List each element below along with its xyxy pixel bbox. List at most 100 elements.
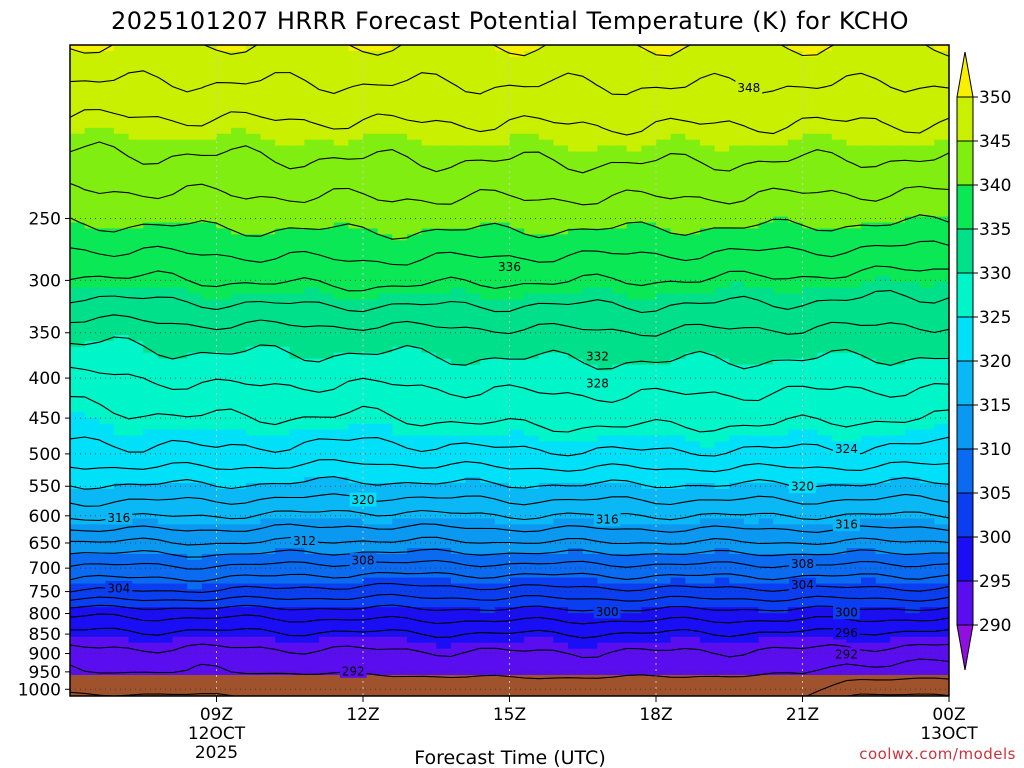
theta-cell <box>597 435 613 443</box>
theta-cell <box>714 127 730 135</box>
theta-cell <box>289 204 305 212</box>
theta-cell <box>348 281 364 289</box>
theta-cell <box>699 263 716 271</box>
theta-cell <box>538 630 555 638</box>
theta-cell <box>143 157 159 164</box>
theta-cell <box>699 246 716 253</box>
theta-cell <box>582 45 598 52</box>
theta-cell <box>641 240 657 247</box>
theta-cell <box>553 417 569 425</box>
theta-cell <box>685 329 701 336</box>
theta-cell <box>157 62 174 70</box>
theta-cell <box>392 92 408 99</box>
theta-cell <box>363 169 379 176</box>
theta-cell <box>245 565 262 573</box>
theta-cell <box>626 145 642 153</box>
theta-cell <box>538 494 555 502</box>
theta-cell <box>626 269 642 277</box>
theta-cell <box>304 477 320 484</box>
theta-cell <box>641 110 657 117</box>
theta-cell <box>99 210 115 218</box>
theta-cell <box>231 45 247 52</box>
theta-cell <box>216 139 232 147</box>
theta-cell <box>538 642 555 650</box>
theta-cell <box>363 133 379 141</box>
theta-cell <box>128 216 144 224</box>
theta-cell <box>406 311 423 318</box>
theta-cell <box>597 323 613 330</box>
theta-cell <box>714 471 730 478</box>
theta-cell <box>70 441 86 449</box>
theta-cell <box>582 406 598 413</box>
theta-cell <box>363 222 379 230</box>
theta-cell <box>597 175 613 182</box>
theta-cell <box>656 45 672 52</box>
theta-cell <box>597 116 613 123</box>
theta-cell <box>494 506 511 514</box>
theta-cell <box>275 104 291 111</box>
theta-cell <box>436 80 452 88</box>
theta-cell <box>216 151 232 159</box>
theta-cell <box>128 358 144 366</box>
theta-cell <box>377 394 393 401</box>
theta-cell <box>656 222 672 230</box>
theta-cell <box>275 281 291 289</box>
theta-cell <box>509 287 525 295</box>
theta-cell <box>260 613 276 620</box>
theta-cell <box>670 512 686 520</box>
theta-cell <box>597 299 613 306</box>
theta-cell <box>275 488 291 496</box>
theta-cell <box>289 423 305 431</box>
theta-cell <box>289 145 305 153</box>
theta-cell <box>245 323 262 330</box>
theta-cell <box>187 441 203 449</box>
theta-cell <box>421 329 437 336</box>
theta-cell <box>275 536 291 543</box>
theta-cell <box>524 234 540 241</box>
theta-cell <box>641 187 657 194</box>
theta-cell <box>714 258 730 265</box>
theta-cell <box>626 92 642 99</box>
theta-cell <box>626 352 642 360</box>
theta-cell <box>568 518 584 525</box>
theta-cell <box>656 613 672 620</box>
theta-cell <box>670 157 686 164</box>
theta-cell <box>128 654 144 662</box>
theta-cell <box>568 86 584 93</box>
theta-cell <box>714 441 730 449</box>
theta-cell <box>84 121 100 129</box>
theta-cell <box>450 447 467 454</box>
theta-cell <box>99 411 115 419</box>
theta-cell <box>685 204 701 212</box>
theta-cell <box>245 589 262 596</box>
theta-cell <box>143 524 159 531</box>
theta-cell <box>421 340 437 348</box>
theta-cell <box>538 240 555 247</box>
theta-cell <box>157 607 174 614</box>
theta-cell <box>480 589 496 596</box>
theta-cell <box>275 163 291 170</box>
theta-cell <box>201 222 218 230</box>
theta-cell <box>113 151 130 159</box>
theta-cell <box>172 583 188 591</box>
theta-cell <box>128 334 144 342</box>
theta-cell <box>392 429 408 437</box>
theta-cell <box>275 293 291 301</box>
theta-cell <box>509 548 525 555</box>
theta-cell <box>494 429 511 437</box>
theta-cell <box>714 346 730 354</box>
theta-cell <box>450 654 467 662</box>
theta-cell <box>392 530 408 537</box>
theta-cell <box>70 293 86 301</box>
theta-cell <box>714 317 730 324</box>
theta-cell <box>172 317 188 324</box>
theta-cell <box>582 204 598 212</box>
theta-cell <box>84 187 100 194</box>
theta-cell <box>187 187 203 194</box>
theta-cell <box>348 98 364 105</box>
theta-cell <box>319 548 335 555</box>
theta-cell <box>187 56 203 64</box>
theta-cell <box>275 169 291 176</box>
theta-cell <box>685 376 701 383</box>
theta-cell <box>187 334 203 342</box>
